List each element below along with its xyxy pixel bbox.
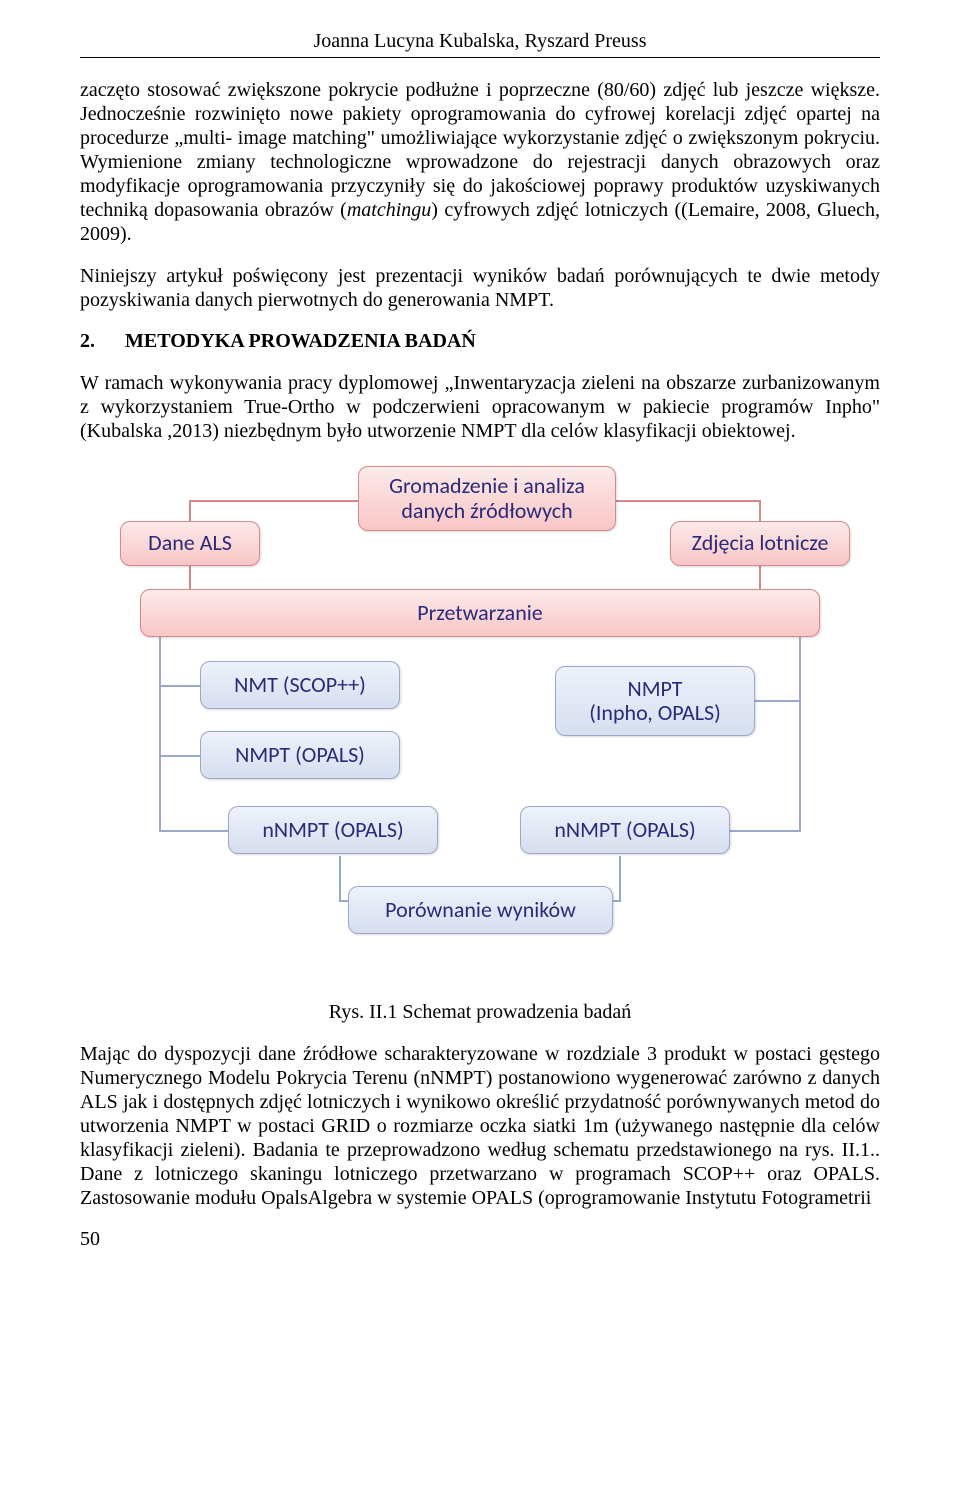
- node-nnmpt-right: nNMPT (OPALS): [520, 806, 730, 854]
- section-title: METODYKA PROWADZENIA BADAŃ: [125, 330, 476, 352]
- node-compare: Porównanie wyników: [348, 886, 613, 934]
- paragraph-1: zaczęto stosować zwiększone pokrycie pod…: [80, 78, 880, 246]
- paragraph-4: Mając do dyspozycji dane źródłowe schara…: [80, 1042, 880, 1210]
- node-top: Gromadzenie i analiza danych źródłowych: [358, 466, 616, 531]
- paragraph-3: W ramach wykonywania pracy dyplomowej „I…: [80, 371, 880, 443]
- header-authors: Joanna Lucyna Kubalska, Ryszard Preuss: [80, 30, 880, 53]
- paragraph-2: Niniejszy artykuł poświęcony jest prezen…: [80, 264, 880, 312]
- figure-caption: Rys. II.1 Schemat prowadzenia badań: [80, 1001, 880, 1024]
- node-dane-als: Dane ALS: [120, 521, 260, 566]
- node-zdjecia: Zdjęcia lotnicze: [670, 521, 850, 566]
- node-nmt: NMT (SCOP++): [200, 661, 400, 709]
- page-number: 50: [80, 1228, 880, 1251]
- node-nnmpt-left: nNMPT (OPALS): [228, 806, 438, 854]
- section-number: 2.: [80, 330, 120, 353]
- header-rule: [80, 57, 880, 58]
- section-heading: 2. METODYKA PROWADZENIA BADAŃ: [80, 330, 880, 353]
- paragraph-1-italic: matchingu: [347, 199, 431, 221]
- node-nmpt-right: NMPT (Inpho, OPALS): [555, 666, 755, 736]
- node-nmpt-left: NMPT (OPALS): [200, 731, 400, 779]
- node-przetwarzanie: Przetwarzanie: [140, 589, 820, 637]
- figure-diagram: Gromadzenie i analiza danych źródłowych …: [100, 461, 860, 991]
